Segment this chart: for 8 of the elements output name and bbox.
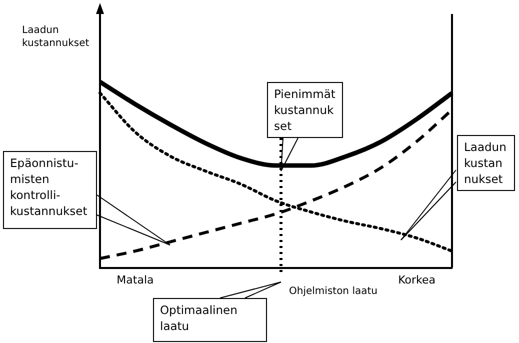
text: Laadun kustan nukset: [457, 135, 515, 191]
text: Optimaalinen laatu: [153, 298, 267, 342]
annotation: Pienimmät kustannuk set: [267, 82, 343, 138]
x-tick-label: Korkea: [398, 273, 436, 286]
y-axis-title: Laadun kustannukset: [22, 24, 90, 50]
text: Epäonnistu- misten kontrolli- kustannukset: [3, 151, 97, 229]
x-tick-label: Matala: [116, 273, 154, 286]
x-axis-title: Ohjelmiston laatu: [289, 285, 378, 298]
